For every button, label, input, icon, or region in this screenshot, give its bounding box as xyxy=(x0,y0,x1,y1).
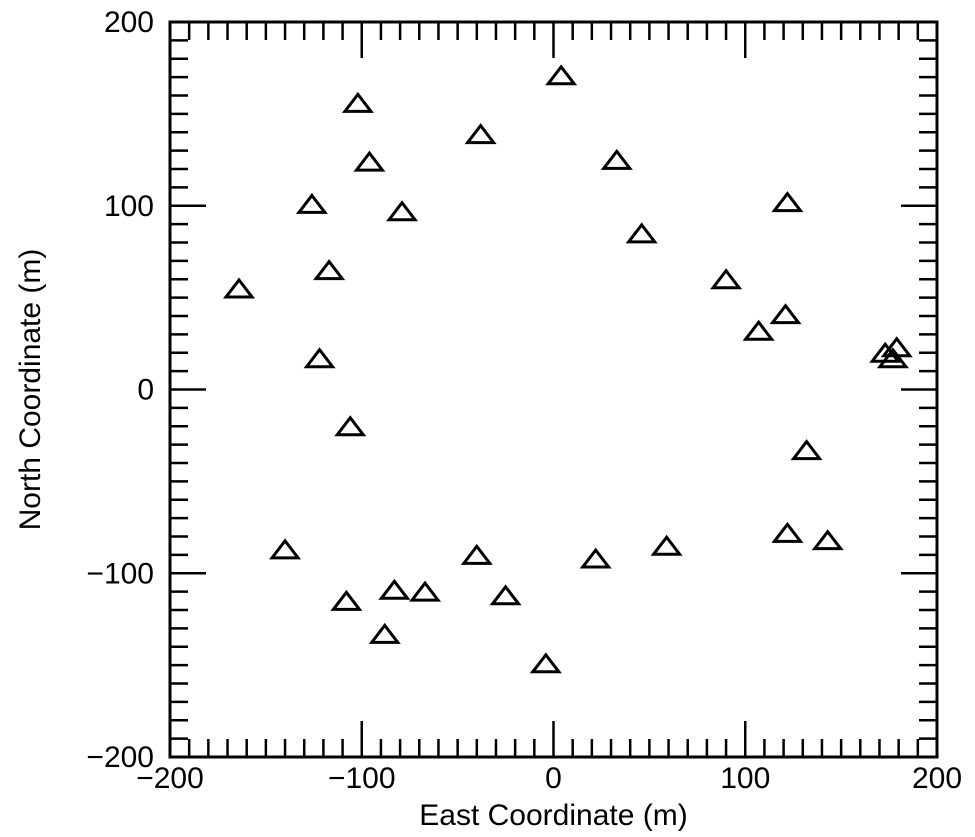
data-point-triangle xyxy=(330,589,363,611)
x-tick-label: −100 xyxy=(328,762,396,795)
data-point-triangle xyxy=(269,538,302,560)
data-point-triangle xyxy=(876,347,909,369)
tick-labels-layer: −200 −100 0 100 200 −200 −100 0 100 200 xyxy=(86,6,962,795)
data-point-triangle xyxy=(489,584,522,606)
data-point-triangle xyxy=(464,123,497,145)
x-tick-label: 0 xyxy=(545,762,562,795)
data-point-triangle xyxy=(222,277,256,299)
y-tick-label: 200 xyxy=(104,6,154,39)
data-point-triangle xyxy=(650,534,683,556)
data-point-triangle xyxy=(353,150,386,172)
data-point-triangle xyxy=(368,622,401,644)
x-axis-title: East Coordinate (m) xyxy=(419,799,687,832)
data-point-triangle xyxy=(742,319,775,341)
ticks-layer xyxy=(168,20,939,759)
data-point-triangle xyxy=(769,303,802,325)
y-tick-label: 0 xyxy=(137,374,154,407)
y-tick-label: −100 xyxy=(86,557,154,590)
data-point-triangle xyxy=(811,529,844,551)
data-point-triangle xyxy=(710,268,743,290)
y-tick-label: −200 xyxy=(86,741,154,774)
data-point-triangle xyxy=(771,191,804,213)
plot-frame xyxy=(168,20,939,759)
data-point-triangle xyxy=(313,259,346,281)
y-axis-title: North Coordinate (m) xyxy=(14,249,47,531)
data-point-triangle xyxy=(385,200,419,222)
data-point-triangle xyxy=(303,347,336,369)
data-point-triangle xyxy=(341,91,374,113)
x-tick-label: 200 xyxy=(912,762,962,795)
x-tick-label: −200 xyxy=(136,762,204,795)
data-point-triangle xyxy=(334,415,367,437)
x-tick-label: 100 xyxy=(720,762,770,795)
data-point-triangle xyxy=(600,148,633,170)
data-point-triangle xyxy=(295,192,328,214)
data-point-triangle xyxy=(378,578,411,600)
data-point-triangle xyxy=(408,580,442,602)
data-point-triangle xyxy=(579,547,612,569)
y-tick-label: 100 xyxy=(104,190,154,223)
data-point-triangle xyxy=(529,652,562,674)
data-point-triangle xyxy=(790,439,823,461)
data-point-triangle xyxy=(771,521,804,543)
data-point-triangle xyxy=(625,222,658,244)
data-point-triangle xyxy=(545,64,578,86)
data-point-triangle xyxy=(460,543,493,565)
points-layer xyxy=(222,64,913,674)
